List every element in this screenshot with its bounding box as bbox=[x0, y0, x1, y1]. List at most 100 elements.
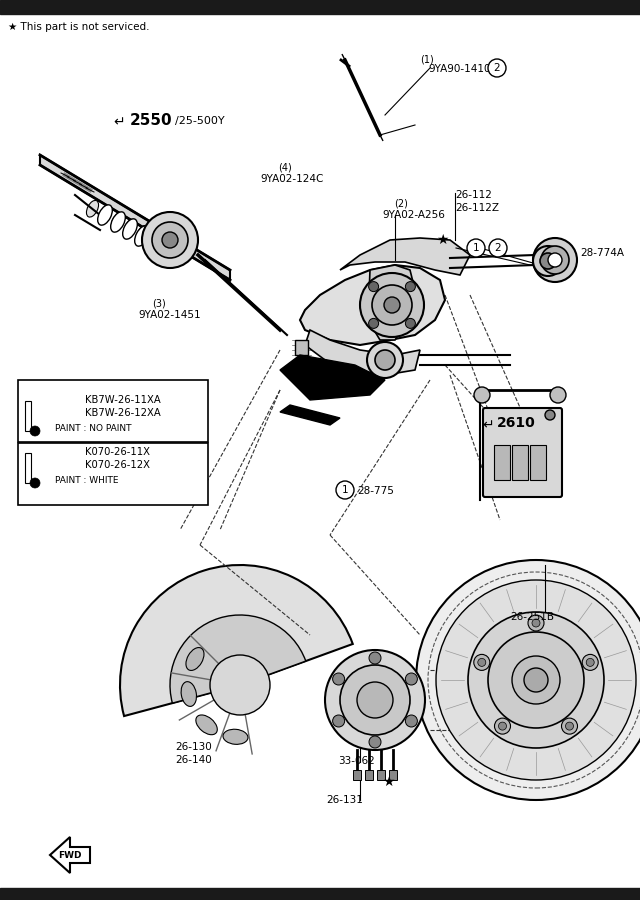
Circle shape bbox=[528, 615, 544, 631]
Circle shape bbox=[367, 342, 403, 378]
Bar bbox=[377, 770, 385, 780]
Circle shape bbox=[333, 715, 344, 727]
Ellipse shape bbox=[149, 231, 161, 248]
Bar bbox=[18, 443, 208, 505]
Circle shape bbox=[162, 232, 178, 248]
Ellipse shape bbox=[111, 213, 124, 230]
Circle shape bbox=[532, 619, 540, 627]
Circle shape bbox=[582, 654, 598, 670]
Circle shape bbox=[499, 722, 506, 730]
Text: 26-112Z: 26-112Z bbox=[455, 203, 499, 213]
Circle shape bbox=[540, 253, 556, 269]
Circle shape bbox=[586, 659, 594, 666]
Bar bbox=[25, 453, 31, 483]
Text: 26-140: 26-140 bbox=[175, 755, 212, 765]
Circle shape bbox=[474, 654, 490, 670]
Circle shape bbox=[561, 718, 577, 734]
Text: 2: 2 bbox=[493, 63, 500, 73]
Text: 9YA02-1451: 9YA02-1451 bbox=[138, 310, 200, 320]
Circle shape bbox=[30, 478, 40, 488]
Circle shape bbox=[30, 426, 40, 436]
Circle shape bbox=[369, 319, 379, 328]
Text: ↵: ↵ bbox=[113, 115, 125, 129]
Text: KB7W-26-12XA: KB7W-26-12XA bbox=[85, 408, 161, 418]
Polygon shape bbox=[305, 330, 420, 375]
Circle shape bbox=[340, 665, 410, 735]
Bar bbox=[25, 401, 31, 431]
Text: 2: 2 bbox=[495, 243, 501, 253]
Ellipse shape bbox=[181, 681, 196, 706]
Text: K070-26-11X: K070-26-11X bbox=[85, 447, 150, 457]
Circle shape bbox=[372, 285, 412, 325]
Text: ★: ★ bbox=[381, 775, 394, 789]
Ellipse shape bbox=[134, 226, 149, 247]
Bar bbox=[512, 445, 528, 480]
Circle shape bbox=[416, 560, 640, 800]
Text: 26-251B: 26-251B bbox=[510, 612, 554, 622]
Circle shape bbox=[360, 273, 424, 337]
Circle shape bbox=[545, 410, 555, 420]
Ellipse shape bbox=[124, 220, 136, 236]
Text: 9YA02-A256: 9YA02-A256 bbox=[382, 210, 445, 220]
Text: 26-131: 26-131 bbox=[326, 795, 364, 805]
Text: 28-774A: 28-774A bbox=[580, 248, 624, 258]
Text: 26-130: 26-130 bbox=[175, 742, 212, 752]
Circle shape bbox=[369, 652, 381, 664]
Text: K070-26-12X: K070-26-12X bbox=[85, 460, 150, 470]
Text: PAINT : WHITE: PAINT : WHITE bbox=[55, 476, 118, 485]
Circle shape bbox=[468, 612, 604, 748]
Circle shape bbox=[369, 736, 381, 748]
Circle shape bbox=[489, 239, 507, 257]
Polygon shape bbox=[280, 355, 385, 400]
Polygon shape bbox=[340, 238, 470, 275]
Circle shape bbox=[375, 350, 395, 370]
Ellipse shape bbox=[86, 201, 99, 217]
Circle shape bbox=[152, 222, 188, 258]
Circle shape bbox=[369, 282, 379, 292]
Text: 33-062: 33-062 bbox=[338, 756, 375, 766]
Bar bbox=[18, 380, 208, 442]
Text: (3): (3) bbox=[152, 298, 166, 308]
FancyBboxPatch shape bbox=[483, 408, 562, 497]
Circle shape bbox=[336, 481, 354, 499]
Text: (2): (2) bbox=[394, 198, 408, 208]
Text: 9YA02-124C: 9YA02-124C bbox=[260, 174, 323, 184]
Circle shape bbox=[533, 246, 563, 276]
Ellipse shape bbox=[196, 715, 218, 734]
Polygon shape bbox=[368, 265, 415, 340]
Text: 2550: 2550 bbox=[130, 113, 173, 128]
Text: FWD: FWD bbox=[58, 850, 82, 860]
Ellipse shape bbox=[123, 219, 138, 239]
Ellipse shape bbox=[111, 212, 125, 232]
Text: 1: 1 bbox=[342, 485, 348, 495]
Text: 28-775: 28-775 bbox=[357, 486, 394, 496]
Bar bbox=[494, 445, 510, 480]
Circle shape bbox=[384, 297, 400, 313]
Polygon shape bbox=[50, 837, 90, 873]
Circle shape bbox=[478, 659, 486, 666]
Ellipse shape bbox=[99, 207, 111, 223]
Circle shape bbox=[488, 632, 584, 728]
Ellipse shape bbox=[186, 647, 204, 670]
Circle shape bbox=[405, 319, 415, 328]
Bar bbox=[0, 888, 640, 900]
Ellipse shape bbox=[98, 205, 112, 225]
Circle shape bbox=[325, 650, 425, 750]
Wedge shape bbox=[170, 615, 306, 703]
Circle shape bbox=[333, 673, 344, 685]
Circle shape bbox=[512, 656, 560, 704]
Bar bbox=[353, 770, 361, 780]
Polygon shape bbox=[300, 265, 445, 345]
Text: ★ This part is not serviced.: ★ This part is not serviced. bbox=[8, 22, 150, 32]
Bar bbox=[389, 770, 397, 780]
Text: (1): (1) bbox=[420, 55, 434, 65]
Circle shape bbox=[405, 282, 415, 292]
Text: 26-112: 26-112 bbox=[455, 190, 492, 200]
Circle shape bbox=[357, 682, 393, 718]
Circle shape bbox=[524, 668, 548, 692]
Polygon shape bbox=[295, 340, 308, 355]
Polygon shape bbox=[40, 155, 230, 280]
Wedge shape bbox=[120, 565, 353, 716]
Circle shape bbox=[550, 387, 566, 403]
Ellipse shape bbox=[223, 729, 248, 744]
